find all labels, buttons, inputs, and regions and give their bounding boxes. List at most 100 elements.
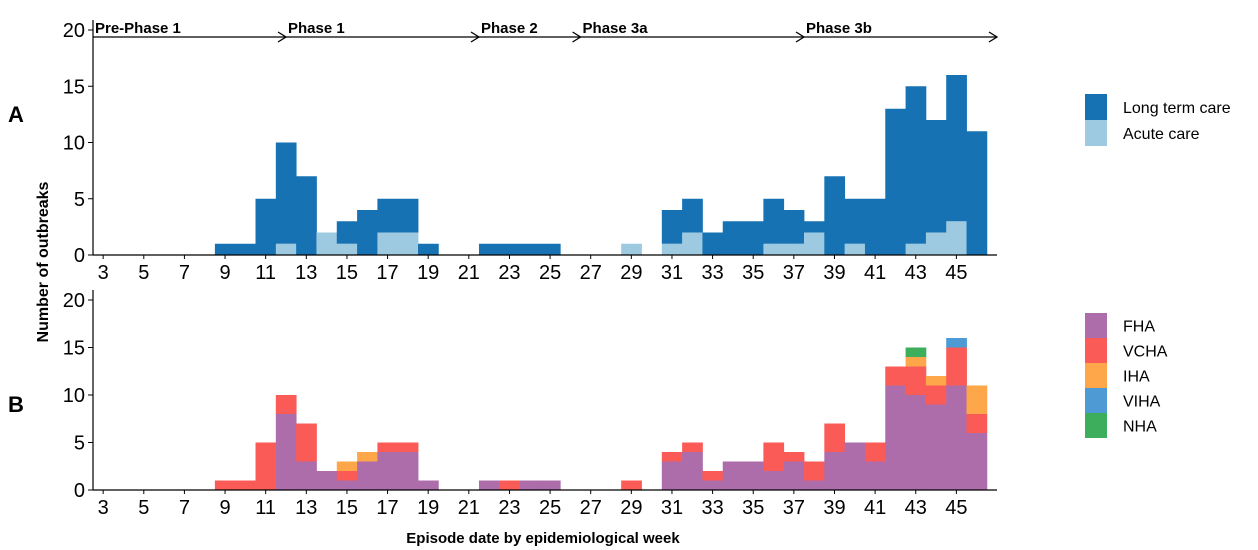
bar-vcha-week-23 bbox=[499, 480, 521, 490]
phase-arrow: Phase 2 bbox=[478, 20, 582, 43]
legend-label: VIHA bbox=[1123, 394, 1161, 411]
bar-acute-care-week-14 bbox=[316, 232, 338, 255]
bars bbox=[214, 338, 988, 490]
x-tick-label: 37 bbox=[783, 262, 805, 284]
bar-acute-care-week-32 bbox=[682, 232, 703, 255]
bar-long-term-care-week-32 bbox=[682, 198, 703, 233]
bar-fha-week-46 bbox=[966, 433, 988, 490]
x-tick-label: 29 bbox=[620, 262, 642, 284]
legend-swatch bbox=[1085, 363, 1107, 388]
phase-arrow-head bbox=[988, 31, 999, 43]
bar-vcha-week-31 bbox=[661, 452, 683, 462]
bar-long-term-care-week-46 bbox=[966, 131, 988, 255]
legend-item: Acute care bbox=[1085, 120, 1200, 146]
x-tick-label: 21 bbox=[458, 497, 480, 519]
x-tick-label: 25 bbox=[539, 262, 561, 284]
y-axis-label: Number of outbreaks bbox=[35, 181, 52, 342]
x-tick-label: 17 bbox=[376, 262, 398, 284]
bar-acute-care-week-40 bbox=[844, 243, 866, 255]
bar-vcha-week-46 bbox=[966, 414, 988, 433]
bar-long-term-care-week-34 bbox=[722, 221, 744, 255]
bar-acute-care-week-18 bbox=[397, 232, 419, 255]
bar-fha-week-42 bbox=[885, 385, 906, 490]
phase-label: Phase 2 bbox=[481, 20, 538, 37]
x-tick-label: 31 bbox=[661, 262, 683, 284]
y-tick-label: 5 bbox=[74, 433, 85, 455]
bar-acute-care-week-37 bbox=[783, 243, 805, 255]
bar-long-term-care-week-38 bbox=[804, 221, 825, 233]
legend-label: VCHA bbox=[1123, 344, 1168, 361]
panel-letter: B bbox=[8, 392, 24, 417]
bar-vcha-week-33 bbox=[702, 471, 724, 481]
bar-iha-week-15 bbox=[336, 461, 358, 471]
bar-long-term-care-week-12 bbox=[275, 142, 297, 244]
legend-label: Acute care bbox=[1123, 126, 1200, 143]
bar-long-term-care-week-17 bbox=[377, 198, 399, 233]
bar-long-term-care-week-11 bbox=[255, 198, 277, 255]
bar-fha-week-44 bbox=[925, 404, 947, 490]
bar-long-term-care-week-24 bbox=[519, 243, 541, 255]
x-tick-label: 33 bbox=[701, 497, 723, 519]
bar-vcha-week-42 bbox=[885, 366, 906, 386]
phase-annotations: Pre-Phase 1 Phase 1 Phase 2 Phase 3a Phase 3… bbox=[93, 20, 999, 43]
bar-fha-week-12 bbox=[275, 414, 297, 490]
legend-label: NHA bbox=[1123, 419, 1157, 436]
y-tick-label: 10 bbox=[63, 385, 85, 407]
legend-swatch bbox=[1085, 413, 1107, 438]
x-tick-label: 3 bbox=[98, 262, 109, 284]
x-tick-label: 15 bbox=[336, 497, 358, 519]
bar-fha-week-25 bbox=[539, 480, 561, 490]
bar-fha-week-41 bbox=[864, 461, 886, 490]
y-tick-label: 0 bbox=[74, 480, 85, 502]
bar-long-term-care-week-42 bbox=[885, 108, 906, 255]
bar-fha-week-18 bbox=[397, 452, 419, 490]
bar-acute-care-week-31 bbox=[661, 243, 683, 255]
bar-fha-week-33 bbox=[702, 480, 724, 490]
x-tick-label: 13 bbox=[295, 497, 317, 519]
x-axis-label: Episode date by epidemiological week bbox=[406, 530, 680, 547]
x-tick-label: 19 bbox=[417, 262, 439, 284]
x-tick-label: 35 bbox=[742, 262, 764, 284]
y-tick-label: 20 bbox=[63, 290, 85, 312]
bar-fha-week-43 bbox=[905, 395, 927, 490]
x-tick-label: 27 bbox=[580, 497, 602, 519]
x-tick-label: 41 bbox=[864, 262, 886, 284]
bar-fha-week-45 bbox=[946, 385, 967, 490]
bar-nha-week-43 bbox=[905, 347, 927, 357]
x-tick-label: 43 bbox=[905, 262, 927, 284]
x-tick-label: 25 bbox=[539, 497, 561, 519]
phase-arrow: Phase 3a bbox=[580, 20, 806, 43]
legend-item: VCHA bbox=[1085, 338, 1168, 363]
bar-vcha-week-9 bbox=[214, 480, 236, 490]
bar-iha-week-16 bbox=[357, 452, 378, 462]
phase-label: Pre-Phase 1 bbox=[95, 20, 181, 37]
bar-iha-week-43 bbox=[905, 357, 927, 367]
legend-swatch bbox=[1085, 313, 1107, 338]
legend-label: FHA bbox=[1123, 319, 1155, 336]
bar-vcha-week-10 bbox=[235, 480, 256, 490]
x-tick-label: 21 bbox=[458, 262, 480, 284]
x-tick-label: 43 bbox=[905, 497, 927, 519]
bar-fha-week-16 bbox=[357, 461, 378, 490]
legend-label: IHA bbox=[1123, 369, 1150, 386]
bar-acute-care-week-29 bbox=[621, 243, 642, 255]
bar-long-term-care-week-18 bbox=[397, 198, 419, 233]
y-tick-label: 0 bbox=[74, 245, 85, 267]
phase-arrow: Pre-Phase 1 bbox=[93, 20, 288, 43]
bar-vcha-week-39 bbox=[824, 423, 846, 452]
bar-acute-care-week-17 bbox=[377, 232, 399, 255]
x-tick-label: 17 bbox=[376, 497, 398, 519]
bar-long-term-care-week-16 bbox=[357, 210, 378, 255]
x-tick-label: 23 bbox=[498, 497, 520, 519]
x-tick-label: 9 bbox=[219, 262, 230, 284]
bar-long-term-care-week-23 bbox=[499, 243, 521, 255]
bar-viha-week-45 bbox=[946, 338, 967, 348]
bar-vcha-week-45 bbox=[946, 347, 967, 386]
x-tick-label: 13 bbox=[295, 262, 317, 284]
y-tick-label: 20 bbox=[63, 20, 85, 42]
bar-vcha-week-15 bbox=[336, 471, 358, 481]
bar-long-term-care-week-19 bbox=[418, 243, 439, 255]
x-tick-label: 27 bbox=[580, 262, 602, 284]
bar-fha-week-32 bbox=[682, 452, 703, 490]
